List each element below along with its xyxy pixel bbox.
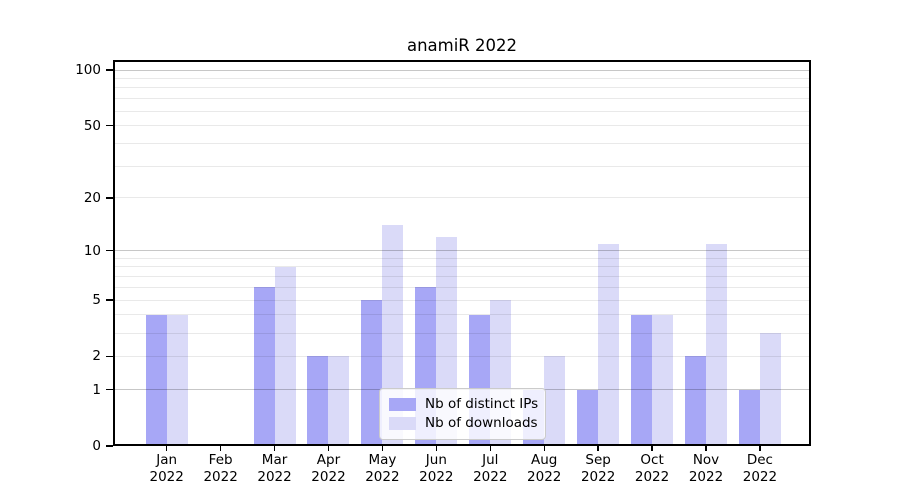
- bar-dec-2022-nb-of-downloads: [759, 333, 781, 446]
- gridline-minor-80: [113, 87, 811, 89]
- legend-swatch-distinct-ips: [389, 397, 416, 411]
- bar-jan-2022-nb-of-downloads: [166, 314, 188, 446]
- y-tick-1: [106, 388, 113, 391]
- gridline-minor-2: [113, 355, 811, 357]
- y-tick-2: [106, 355, 113, 358]
- x-tick-nov-2022: [705, 446, 707, 451]
- bar-dec-2022-nb-of-distinct-ips: [738, 389, 760, 446]
- bar-sep-2022-nb-of-downloads: [598, 243, 620, 446]
- y-axis-line: [113, 60, 115, 446]
- legend-label-downloads: Nb of downloads: [425, 415, 538, 432]
- gridline-minor-3: [113, 332, 811, 334]
- bar-may-2022-nb-of-distinct-ips: [361, 300, 383, 446]
- gridline-minor-9: [113, 257, 811, 259]
- y-tick-0: [106, 445, 113, 447]
- bar-mar-2022-nb-of-distinct-ips: [253, 287, 275, 446]
- y-tick-50: [106, 124, 113, 127]
- gridline-minor-5: [113, 299, 811, 301]
- gridline-minor-4: [113, 314, 811, 316]
- x-tick-sep-2022: [597, 446, 599, 451]
- bar-oct-2022-nb-of-downloads: [652, 314, 674, 446]
- x-tick-label-apr-2022: Apr 2022: [311, 452, 346, 485]
- y-tick-100: [106, 69, 113, 71]
- gridline-minor-30: [113, 165, 811, 167]
- x-tick-jun-2022: [435, 446, 438, 451]
- x-tick-aug-2022: [543, 446, 545, 451]
- y-tick-label-10: 10: [83, 242, 101, 259]
- x-tick-dec-2022: [759, 446, 761, 451]
- legend-item-distinct-ips: Nb of distinct IPs: [389, 395, 539, 412]
- y-tick-label-20: 20: [83, 189, 101, 206]
- y-tick-label-100: 100: [75, 62, 101, 78]
- x-tick-label-feb-2022: Feb 2022: [203, 452, 238, 485]
- bar-jan-2022-nb-of-distinct-ips: [145, 314, 167, 446]
- bar-nov-2022-nb-of-downloads: [706, 243, 727, 446]
- x-tick-label-dec-2022: Dec 2022: [742, 452, 778, 485]
- x-axis-line: [113, 444, 811, 446]
- y-tick-20: [106, 197, 113, 199]
- gridline-minor-6: [113, 286, 811, 288]
- x-tick-label-oct-2022: Oct 2022: [634, 452, 670, 485]
- legend: Nb of distinct IPs Nb of downloads: [379, 388, 546, 440]
- y-tick-5: [106, 299, 113, 301]
- y-tick-label-2: 2: [92, 348, 101, 365]
- x-tick-label-jun-2022: Jun 2022: [419, 452, 454, 485]
- gridline-minor-20: [113, 197, 811, 199]
- y-tick-label-50: 50: [83, 117, 101, 134]
- x-tick-label-sep-2022: Sep 2022: [580, 452, 616, 485]
- right-spine: [809, 60, 811, 446]
- top-spine: [113, 60, 811, 62]
- bar-sep-2022-nb-of-distinct-ips: [577, 389, 599, 446]
- x-tick-label-jan-2022: Jan 2022: [149, 452, 184, 485]
- bar-apr-2022-nb-of-downloads: [328, 356, 350, 446]
- legend-item-downloads: Nb of downloads: [389, 415, 538, 432]
- gridline-minor-7: [113, 276, 811, 278]
- bar-aug-2022-nb-of-downloads: [544, 356, 566, 446]
- x-tick-jan-2022: [166, 446, 168, 451]
- legend-swatch-downloads: [389, 417, 416, 431]
- y-tick-label-5: 5: [92, 292, 101, 309]
- gridline-minor-8: [113, 266, 811, 268]
- gridline-minor-60: [113, 110, 811, 112]
- y-tick-label-1: 1: [92, 381, 101, 398]
- gridline-minor-70: [113, 98, 811, 100]
- x-tick-apr-2022: [327, 446, 330, 451]
- x-tick-label-aug-2022: Aug 2022: [527, 452, 562, 485]
- gridline-minor-40: [113, 142, 811, 144]
- bar-nov-2022-nb-of-distinct-ips: [685, 356, 706, 446]
- gridline-minor-90: [113, 77, 811, 79]
- bar-oct-2022-nb-of-distinct-ips: [631, 314, 653, 446]
- x-tick-label-jul-2022: Jul 2022: [473, 452, 508, 485]
- gridline-major-100: [113, 69, 811, 71]
- x-tick-label-mar-2022: Mar 2022: [257, 452, 292, 485]
- x-tick-jul-2022: [489, 446, 491, 451]
- x-tick-mar-2022: [273, 446, 276, 451]
- chart-title: anamiR 2022: [406, 36, 518, 55]
- bar-apr-2022-nb-of-distinct-ips: [307, 356, 329, 446]
- legend-label-distinct-ips: Nb of distinct IPs: [425, 395, 539, 412]
- x-tick-oct-2022: [651, 446, 653, 451]
- y-tick-10: [106, 249, 113, 252]
- plot-area: Nb of distinct IPs Nb of downloads: [113, 60, 811, 446]
- x-tick-label-nov-2022: Nov 2022: [688, 452, 724, 485]
- gridline-minor-50: [113, 125, 811, 127]
- gridline-major-10: [113, 250, 811, 252]
- x-tick-label-may-2022: May 2022: [365, 452, 400, 485]
- y-tick-label-0: 0: [92, 438, 101, 454]
- x-tick-feb-2022: [219, 446, 222, 451]
- x-tick-may-2022: [381, 446, 384, 451]
- bar-mar-2022-nb-of-downloads: [274, 266, 296, 446]
